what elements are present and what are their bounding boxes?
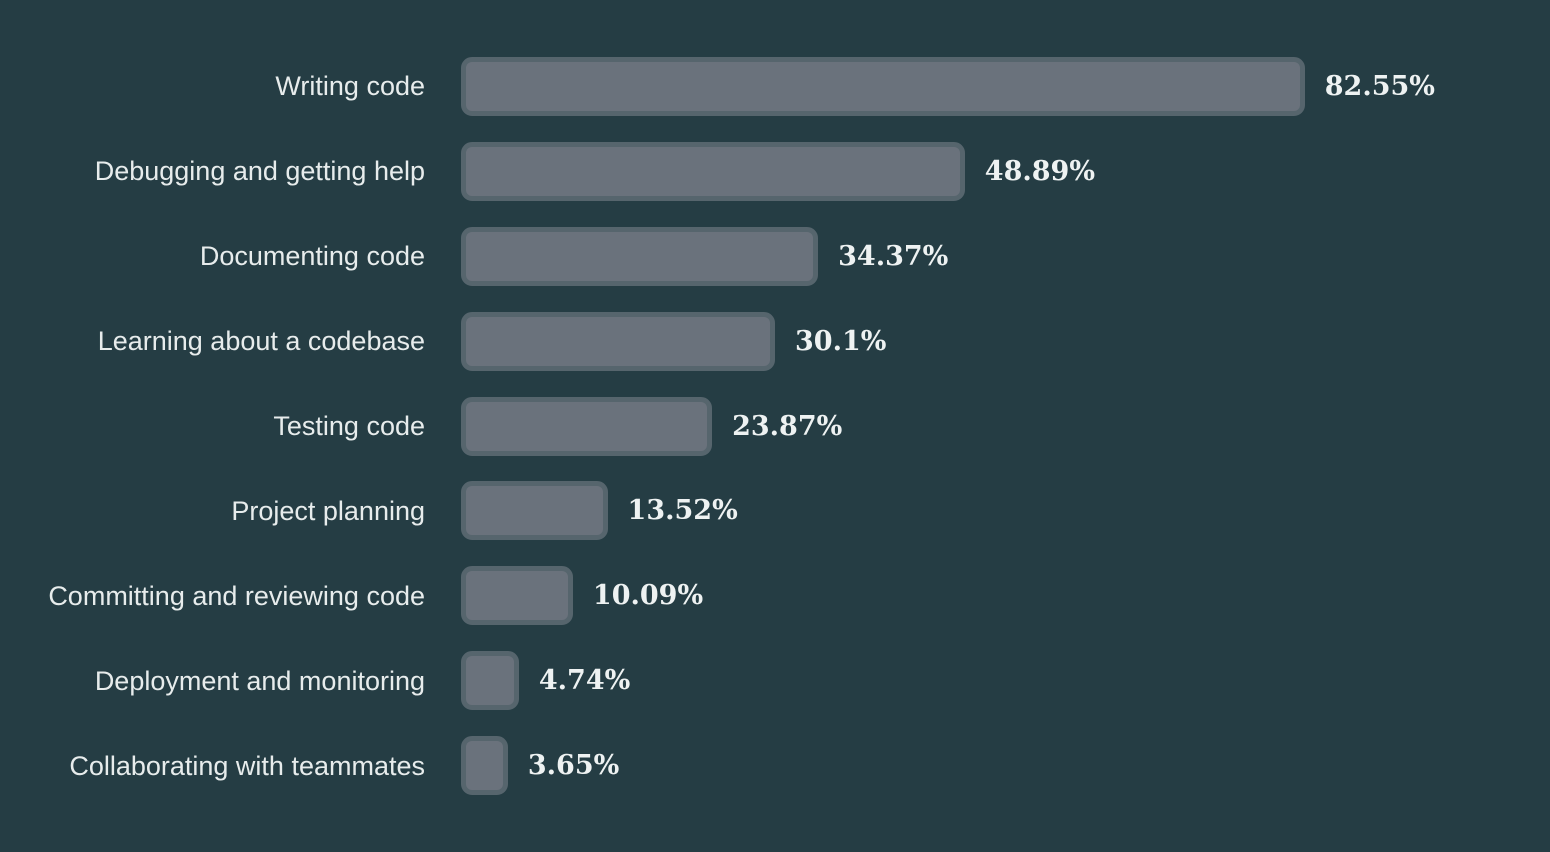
bar-rows: Writing code 82.55% Debugging and getting … xyxy=(0,44,1550,808)
category-label: Collaborating with teammates xyxy=(69,750,425,781)
bar-row: Collaborating with teammates 3.65% xyxy=(0,723,1550,808)
value-label: 4.74% xyxy=(538,665,631,697)
bar[interactable] xyxy=(461,566,573,626)
bar-track: 13.52% xyxy=(461,468,1550,553)
bar-row: Testing code 23.87% xyxy=(0,384,1550,469)
bar[interactable] xyxy=(461,481,608,541)
value-label: 3.65% xyxy=(527,750,620,782)
bar-track: 10.09% xyxy=(461,553,1550,638)
bar[interactable] xyxy=(461,651,519,711)
category-label: Writing code xyxy=(275,71,425,102)
value-label: 30.1% xyxy=(795,325,887,357)
bar-row: Learning about a codebase 30.1% xyxy=(0,299,1550,384)
category-label: Debugging and getting help xyxy=(94,156,425,187)
bar-row: Debugging and getting help 48.89% xyxy=(0,129,1550,214)
value-label: 13.52% xyxy=(627,495,738,527)
bar-row: Project planning 13.52% xyxy=(0,468,1550,553)
bar[interactable] xyxy=(461,226,819,286)
value-label: 82.55% xyxy=(1324,70,1435,102)
bar[interactable] xyxy=(461,396,713,456)
bar-track: 30.1% xyxy=(461,299,1550,384)
value-label: 10.09% xyxy=(592,580,704,612)
bar[interactable] xyxy=(461,56,1305,116)
category-label: Committing and reviewing code xyxy=(48,580,425,611)
bar-row: Committing and reviewing code 10.09% xyxy=(0,553,1550,638)
value-label: 23.87% xyxy=(732,410,843,442)
category-label: Project planning xyxy=(231,495,425,526)
bar[interactable] xyxy=(461,311,775,371)
value-label: 34.37% xyxy=(838,240,949,272)
bar-row: Documenting code 34.37% xyxy=(0,214,1550,299)
bar-row: Deployment and monitoring 4.74% xyxy=(0,638,1550,723)
bar-track: 82.55% xyxy=(461,44,1550,129)
bar-track: 3.65% xyxy=(461,723,1550,808)
bar-row: Writing code 82.55% xyxy=(0,44,1550,129)
bar-track: 34.37% xyxy=(461,214,1550,299)
category-label: Documenting code xyxy=(199,241,425,272)
category-label: Testing code xyxy=(273,411,425,441)
bar-track: 4.74% xyxy=(461,638,1550,723)
bar[interactable] xyxy=(461,736,508,796)
value-label: 48.89% xyxy=(984,155,1095,187)
category-label: Learning about a codebase xyxy=(97,326,425,357)
bar[interactable] xyxy=(461,141,965,201)
bar-track: 23.87% xyxy=(461,384,1550,469)
bar-track: 48.89% xyxy=(461,129,1550,214)
category-label: Deployment and monitoring xyxy=(94,665,425,696)
